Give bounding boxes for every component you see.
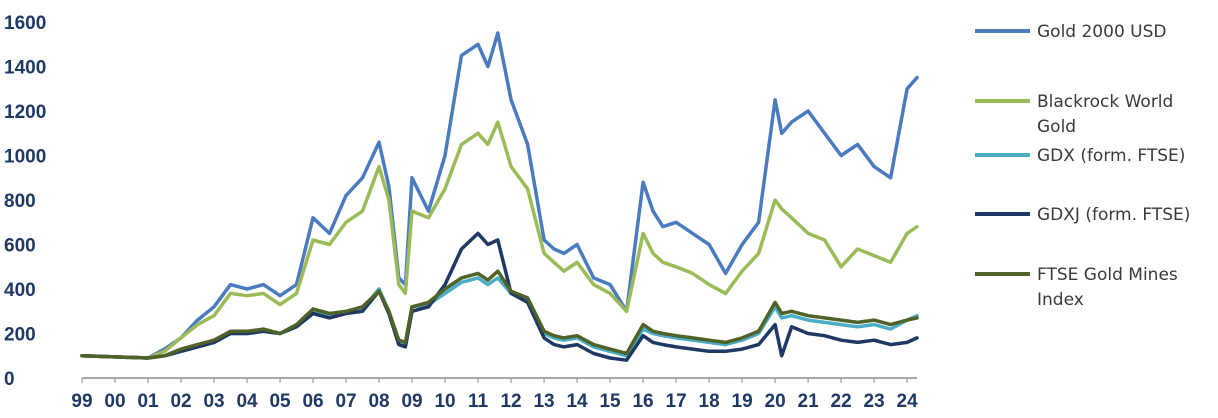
plot-area xyxy=(80,31,919,362)
y-tick-label: 1600 xyxy=(4,13,46,34)
x-tick-label: 21 xyxy=(798,391,820,412)
x-tick-label: 22 xyxy=(831,391,852,412)
x-tick-label: 00 xyxy=(104,391,125,412)
legend-label: Blackrock World Gold xyxy=(1037,92,1173,137)
legend-label-line: Blackrock World xyxy=(1037,92,1173,112)
legend-label-line: FTSE Gold Mines xyxy=(1037,265,1178,285)
x-tick-label: 13 xyxy=(533,391,554,412)
x-tick-label: 12 xyxy=(500,391,521,412)
legend-label-line: Gold 2000 USD xyxy=(1037,22,1166,42)
legend-label: GDX (form. FTSE) xyxy=(1037,146,1185,166)
legend-label: FTSE Gold Mines Index xyxy=(1037,265,1178,310)
x-tick-label: 11 xyxy=(468,391,489,412)
legend-label: GDXJ (form. FTSE) xyxy=(1037,205,1190,225)
x-tick-label: 17 xyxy=(666,391,687,412)
x-tick-label: 08 xyxy=(368,391,389,412)
legend: Gold 2000 USD Blackrock World Gold GDX (for… xyxy=(975,22,1190,310)
y-tick-label: 600 xyxy=(4,236,36,257)
legend-label-line: GDXJ (form. FTSE) xyxy=(1037,205,1190,225)
y-axis: 0 200 400 600 800 1000 1200 1400 1600 xyxy=(4,13,46,390)
y-tick-label: 200 xyxy=(4,325,36,346)
x-tick-label: 15 xyxy=(599,391,621,412)
y-tick-label: 1400 xyxy=(4,58,46,79)
x-tick-label: 04 xyxy=(236,391,258,412)
y-tick-label: 0 xyxy=(4,369,15,390)
x-tick-label: 07 xyxy=(335,391,356,412)
x-tick-label: 05 xyxy=(269,391,291,412)
x-tick-label: 14 xyxy=(566,391,588,412)
x-axis: 99 00 01 02 03 04 05 06 07 08 09 10 11 12 13 14 15 16 17 18… xyxy=(71,377,919,412)
x-tick-label: 16 xyxy=(632,391,653,412)
legend-label-line: GDX (form. FTSE) xyxy=(1037,146,1185,166)
x-tick-label: 20 xyxy=(765,391,786,412)
x-tick-label: 03 xyxy=(203,391,224,412)
series-line-1 xyxy=(80,31,919,360)
x-tick-label: 99 xyxy=(71,391,92,412)
series-line-4 xyxy=(80,231,919,362)
x-tick-label: 19 xyxy=(732,391,753,412)
series-line-5 xyxy=(80,269,919,360)
legend-label: Gold 2000 USD xyxy=(1037,22,1166,42)
x-tick-label: 01 xyxy=(137,391,159,412)
legend-label-line: Index xyxy=(1037,290,1084,310)
x-tick-label: 10 xyxy=(434,391,455,412)
x-tick-label: 24 xyxy=(897,391,919,412)
x-tick-label: 06 xyxy=(302,391,323,412)
y-tick-label: 400 xyxy=(4,280,36,301)
x-tick-label: 09 xyxy=(401,391,422,412)
y-tick-label: 800 xyxy=(4,191,36,212)
x-tick-label: 23 xyxy=(864,391,885,412)
series-line-2 xyxy=(80,120,919,360)
legend-label-line: Gold xyxy=(1037,117,1076,137)
x-tick-label: 18 xyxy=(699,391,720,412)
x-tick-label: 02 xyxy=(170,391,191,412)
y-tick-label: 1000 xyxy=(4,147,46,168)
y-tick-label: 1200 xyxy=(4,102,46,123)
